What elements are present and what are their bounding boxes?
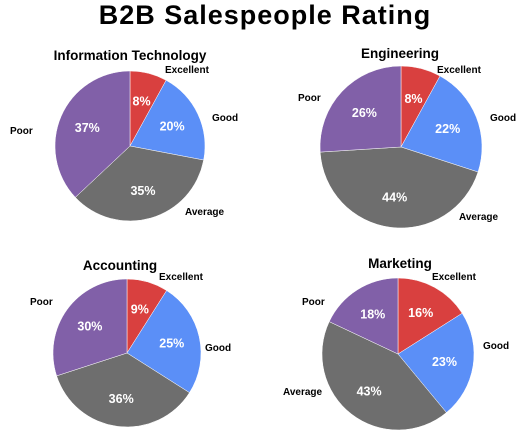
pie-2-slice-average xyxy=(56,352,190,428)
pie-3-value-label-average: 43% xyxy=(357,385,382,399)
pie-2-slice-good xyxy=(126,290,202,393)
pie-3-slice-poor xyxy=(328,277,399,355)
pie-2-value-label-average: 36% xyxy=(109,392,134,406)
pie-2-value-label-good: 25% xyxy=(159,337,184,351)
pie-2-value-label-poor: 30% xyxy=(77,320,102,334)
pie-1-value-label-excellent: 8% xyxy=(404,92,422,106)
pie-title-engineering: Engineering xyxy=(360,46,439,61)
pie-1-category-label-good: Good xyxy=(490,113,516,124)
pie-title-accounting: Accounting xyxy=(82,258,158,273)
pie-0-value-label-excellent: 8% xyxy=(133,95,151,109)
pie-1-value-label-good: 22% xyxy=(435,122,460,136)
pie-3-slice-average xyxy=(321,321,447,431)
pie-3-category-label-excellent: Excellent xyxy=(432,272,477,283)
pie-0-value-label-average: 35% xyxy=(130,184,155,198)
pie-1-value-label-average: 44% xyxy=(382,190,407,204)
pie-2-value-label-excellent: 9% xyxy=(131,302,149,316)
pie-1-slice-good xyxy=(400,75,483,173)
pie-0-slice-poor xyxy=(54,70,131,198)
pie-1-category-label-poor: Poor xyxy=(298,93,321,104)
pie-3-value-label-poor: 18% xyxy=(360,308,385,322)
pie-title-marketing: Marketing xyxy=(368,256,432,271)
pie-0-value-label-poor: 37% xyxy=(75,121,100,135)
pie-2-slice-poor xyxy=(52,278,128,377)
pie-1-slice-poor xyxy=(319,65,402,153)
pie-3-category-label-good: Good xyxy=(483,341,509,352)
pie-3-value-label-good: 23% xyxy=(432,355,457,369)
pie-3-slice-excellent xyxy=(397,277,463,355)
pie-0-category-label-average: Average xyxy=(185,207,225,218)
pie-3-slice-good xyxy=(397,312,475,413)
pie-1-category-label-excellent: Excellent xyxy=(437,65,482,76)
pie-title-information-technology: Information Technology xyxy=(53,48,207,63)
pie-3-value-label-excellent: 16% xyxy=(408,306,433,320)
pie-2-category-label-poor: Poor xyxy=(30,297,53,308)
pie-0-category-label-good: Good xyxy=(212,113,238,124)
pie-3-category-label-average: Average xyxy=(283,387,323,398)
pie-0-slice-good xyxy=(129,79,206,161)
pie-2-category-label-excellent: Excellent xyxy=(159,272,204,283)
pie-0-category-label-poor: Poor xyxy=(10,126,33,137)
pie-1-category-label-average: Average xyxy=(459,212,499,223)
pie-0-category-label-excellent: Excellent xyxy=(165,65,210,76)
pie-3-category-label-poor: Poor xyxy=(302,297,325,308)
pie-2-category-label-good: Good xyxy=(205,343,231,354)
chart-main-title: B2B Salespeople Rating xyxy=(98,0,432,30)
pie-1-slice-average xyxy=(319,146,479,229)
pie-0-value-label-good: 20% xyxy=(160,120,185,134)
pie-1-value-label-poor: 26% xyxy=(352,106,377,120)
pie-0-slice-average xyxy=(74,145,204,222)
